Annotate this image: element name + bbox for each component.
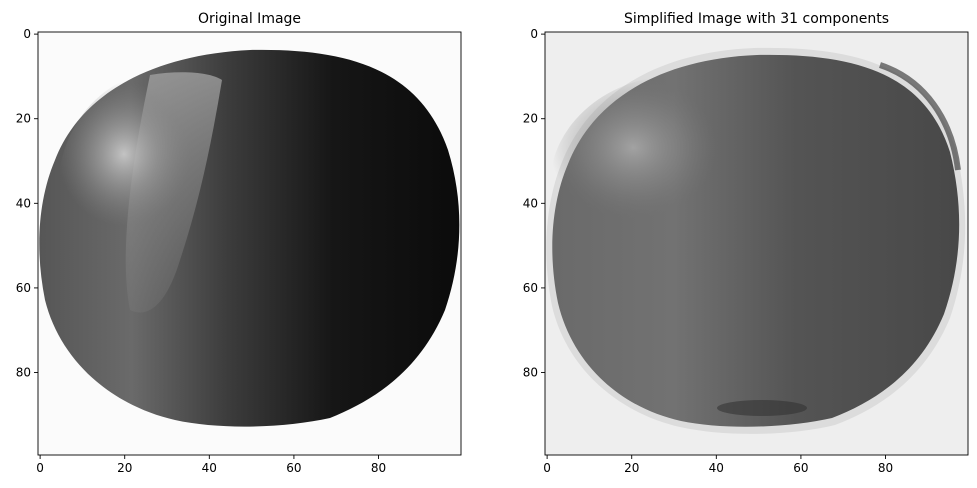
x-tick-label: 40 bbox=[709, 461, 724, 475]
x-tick-label: 60 bbox=[286, 461, 301, 475]
y-tick-label: 20 bbox=[16, 112, 31, 126]
panel-simplified: Simplified Image with 31 components 0 20 4… bbox=[523, 11, 969, 475]
y-tick-label: 80 bbox=[523, 366, 538, 380]
y-tick-label: 0 bbox=[23, 27, 31, 41]
y-tick-label: 40 bbox=[523, 196, 538, 210]
image-original bbox=[38, 32, 461, 455]
axes-frame bbox=[37, 31, 462, 456]
x-axis: 0 20 40 60 80 bbox=[543, 455, 893, 475]
x-axis: 0 20 40 60 80 bbox=[36, 455, 386, 475]
y-tick-label: 20 bbox=[523, 112, 538, 126]
y-tick-label: 80 bbox=[16, 366, 31, 380]
x-tick-label: 0 bbox=[543, 461, 551, 475]
x-tick-label: 60 bbox=[793, 461, 808, 475]
panel-title-simplified: Simplified Image with 31 components bbox=[624, 11, 889, 27]
x-tick-label: 0 bbox=[36, 461, 44, 475]
y-tick-label: 60 bbox=[16, 281, 31, 295]
x-tick-label: 80 bbox=[371, 461, 386, 475]
panel-original: Original Image 0 20 40 60 80 0 20 40 60 80 bbox=[16, 11, 462, 475]
y-axis: 0 20 40 60 80 bbox=[523, 27, 545, 380]
x-tick-label: 40 bbox=[202, 461, 217, 475]
y-tick-label: 40 bbox=[16, 196, 31, 210]
apple-rim-shadow bbox=[879, 62, 961, 171]
panel-title-original: Original Image bbox=[198, 11, 301, 27]
y-axis: 0 20 40 60 80 bbox=[16, 27, 38, 380]
apple-highlight bbox=[58, 70, 278, 310]
apple-bottom-spot bbox=[717, 400, 807, 416]
image-simplified bbox=[545, 32, 968, 455]
apple-highlight bbox=[550, 75, 810, 295]
x-tick-label: 20 bbox=[117, 461, 132, 475]
y-tick-label: 0 bbox=[530, 27, 538, 41]
axes-frame bbox=[544, 31, 969, 456]
y-tick-label: 60 bbox=[523, 281, 538, 295]
x-tick-label: 20 bbox=[624, 461, 639, 475]
x-tick-label: 80 bbox=[878, 461, 893, 475]
